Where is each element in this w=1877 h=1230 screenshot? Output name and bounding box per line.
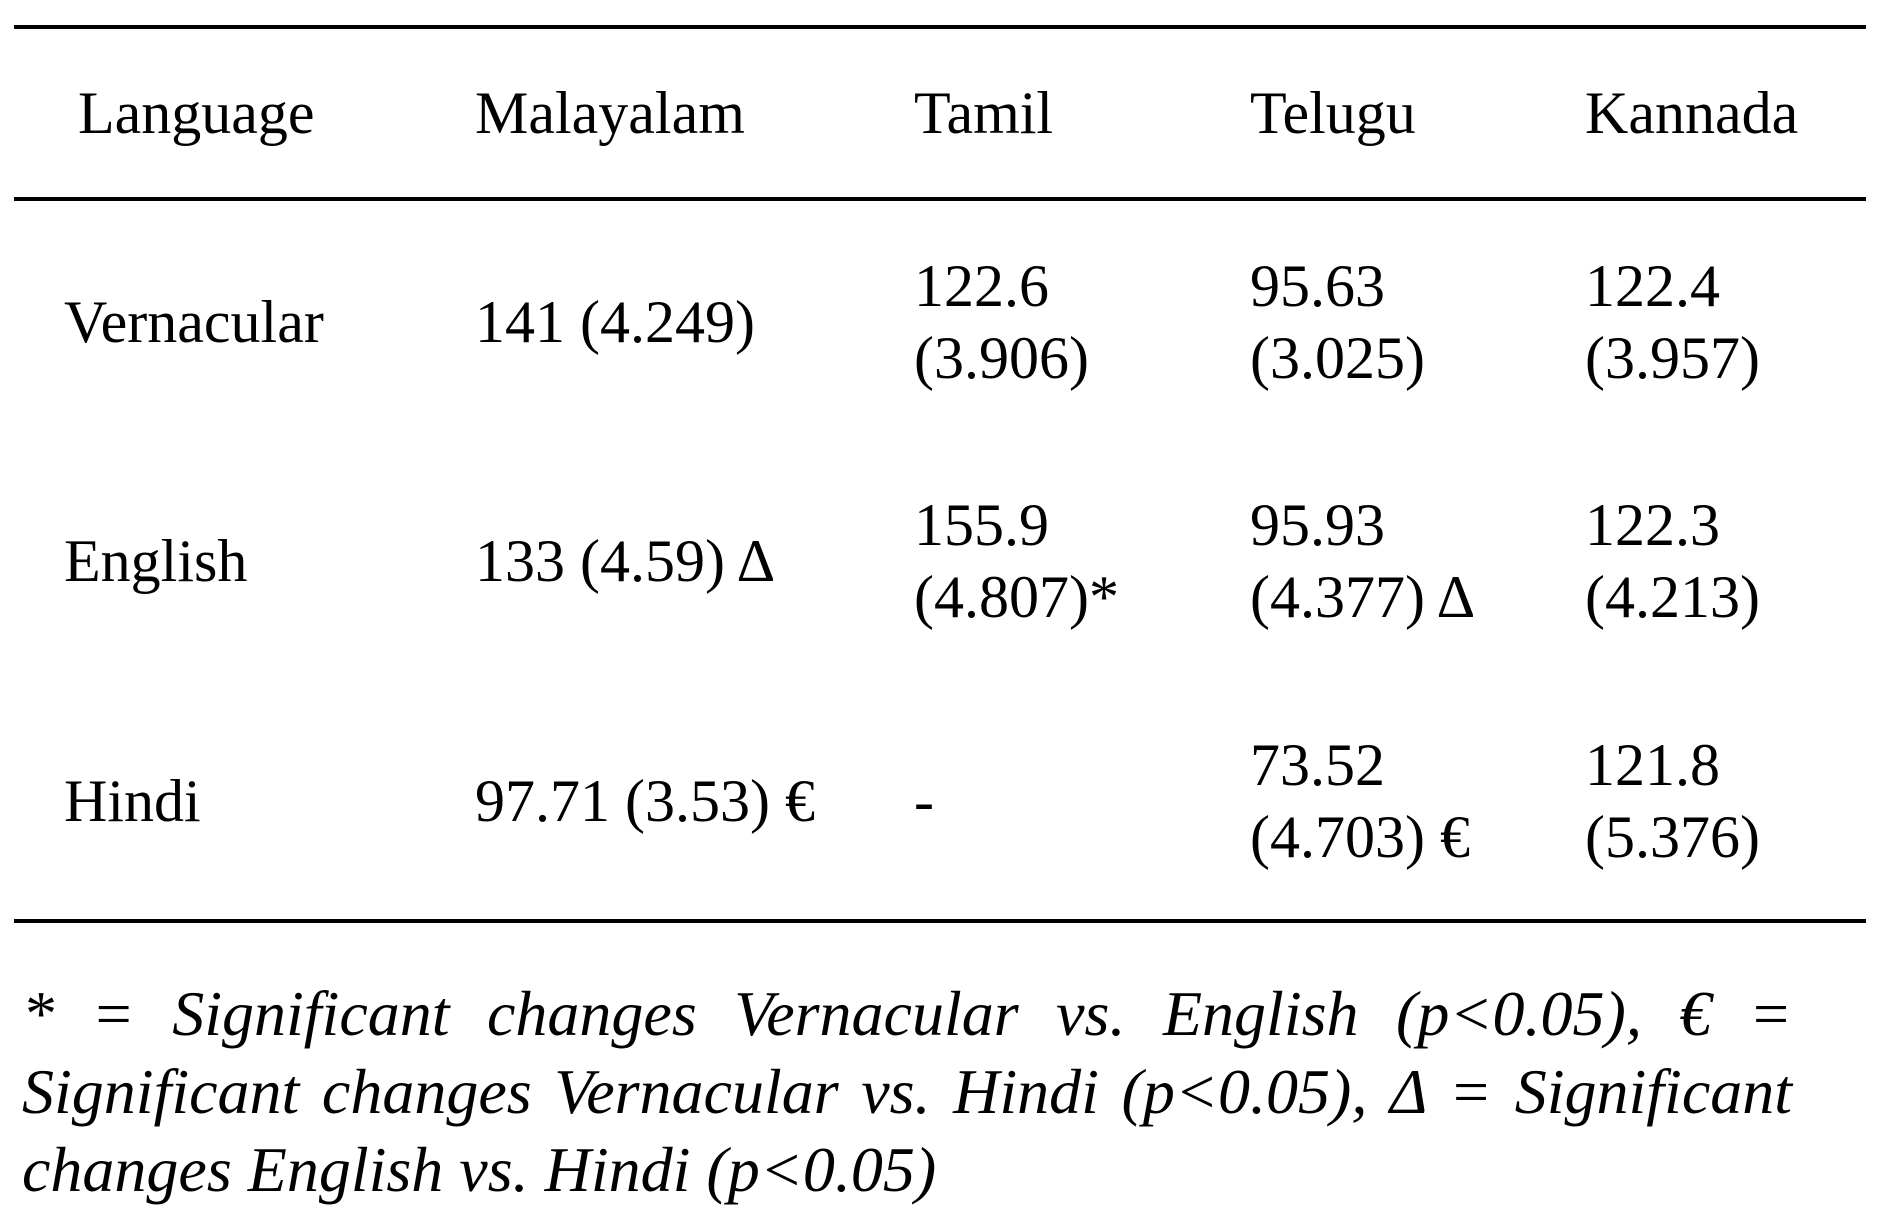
cell-hindi-kannada-sd: (5.376) <box>1585 804 1760 870</box>
cell-english-telugu-sd: (4.377) Δ <box>1250 564 1476 630</box>
header-kannada: Kannada <box>1585 80 1799 146</box>
header-language: Language <box>78 80 315 146</box>
cell-vernacular-tamil-sd: (3.906) <box>914 325 1089 391</box>
table-bottom-rule <box>14 919 1866 923</box>
row-label-hindi: Hindi <box>64 768 201 834</box>
row-label-vernacular: Vernacular <box>64 289 324 355</box>
cell-vernacular-tamil-value: 122.6 <box>914 253 1049 319</box>
cell-english-telugu-value: 95.93 <box>1250 492 1385 558</box>
row-label-english: English <box>64 528 248 594</box>
cell-hindi-telugu-sd: (4.703) € <box>1250 804 1470 870</box>
cell-english-kannada-sd: (4.213) <box>1585 564 1760 630</box>
cell-hindi-malayalam: 97.71 (3.53) € <box>475 768 815 834</box>
table-top-rule <box>14 25 1866 29</box>
cell-hindi-tamil: - <box>914 768 934 834</box>
cell-english-malayalam: 133 (4.59) Δ <box>475 528 776 594</box>
cell-english-kannada-value: 122.3 <box>1585 492 1720 558</box>
cell-vernacular-kannada-value: 122.4 <box>1585 253 1720 319</box>
cell-hindi-kannada-value: 121.8 <box>1585 732 1720 798</box>
cell-vernacular-telugu-sd: (3.025) <box>1250 325 1425 391</box>
cell-english-tamil-sd: (4.807)* <box>914 564 1119 630</box>
cell-english-tamil-value: 155.9 <box>914 492 1049 558</box>
header-tamil: Tamil <box>914 80 1054 146</box>
header-telugu: Telugu <box>1250 80 1416 146</box>
header-malayalam: Malayalam <box>475 80 745 146</box>
cell-vernacular-malayalam: 141 (4.249) <box>475 289 755 355</box>
cell-hindi-telugu-value: 73.52 <box>1250 732 1385 798</box>
cell-vernacular-telugu-value: 95.63 <box>1250 253 1385 319</box>
table-footnote: * = Significant changes Vernacular vs. E… <box>22 978 1792 1205</box>
cell-vernacular-kannada-sd: (3.957) <box>1585 325 1760 391</box>
header-rule <box>14 197 1866 201</box>
